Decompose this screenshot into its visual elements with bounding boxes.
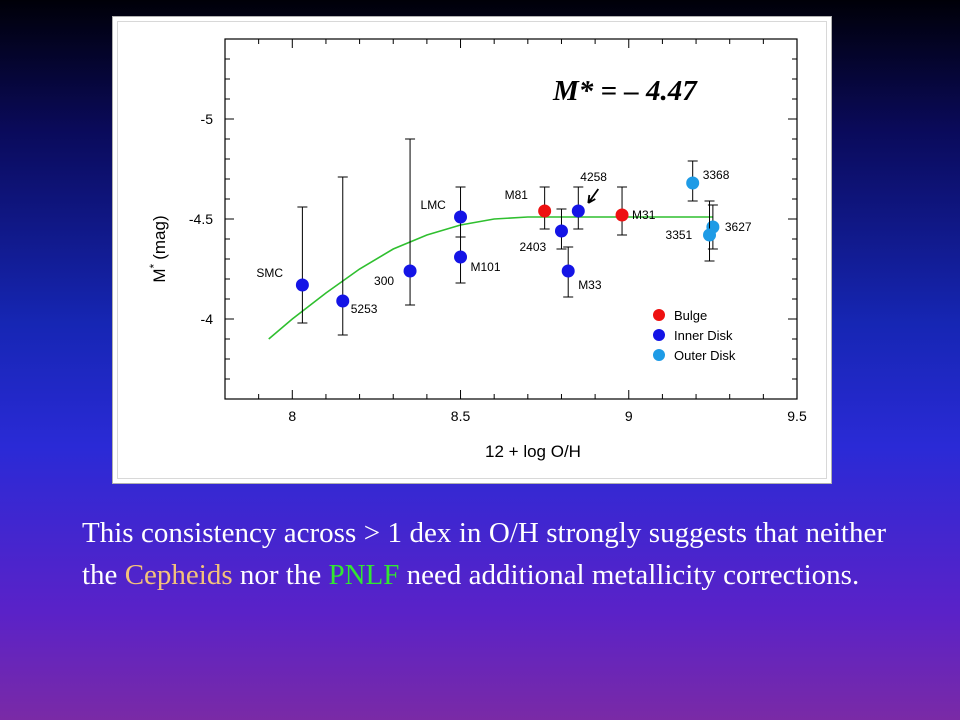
scatter-chart: 8 8.5 9 9.5 -5 -4.5 -4 SMC 5253 300 LMC M101 M81 240… [147, 38, 807, 461]
point-label: LMC [421, 198, 447, 212]
point-label: M31 [632, 208, 656, 222]
point-label: 300 [374, 274, 394, 288]
data-points: SMC 5253 300 LMC M101 M81 2403 M33 4258 M31 3368 36… [256, 138, 752, 336]
point-marker [295, 278, 309, 292]
point-marker [561, 264, 575, 278]
point-marker [336, 294, 350, 308]
x-tick-label: 8 [288, 408, 296, 424]
axis-ticks: 8 8.5 9 9.5 -5 -4.5 -4 [189, 38, 807, 424]
point-label: SMC [256, 266, 283, 280]
y-axis-label: M* (mag) [147, 215, 169, 282]
legend-label: Bulge [674, 308, 707, 323]
data-point-m101: M101 [454, 236, 501, 284]
y-axis-label-main: M [150, 268, 169, 282]
point-label: M101 [471, 260, 501, 274]
caption-part1: This consistency across > 1 dex in O/H s… [82, 517, 886, 591]
point-marker [686, 176, 700, 190]
data-point-3627: 3627 [706, 204, 752, 250]
point-marker [703, 228, 717, 242]
point-label: 3627 [725, 220, 752, 234]
x-axis-label: 12 + log O/H [485, 442, 581, 461]
legend-marker [653, 329, 665, 341]
legend: Bulge Inner Disk Outer Disk [653, 308, 736, 363]
data-point-3351: 3351 [666, 200, 717, 262]
legend-label: Inner Disk [674, 328, 733, 343]
point-label: M33 [578, 278, 602, 292]
x-tick-label: 8.5 [451, 408, 471, 424]
data-point-4258: 4258 [571, 170, 607, 230]
y-axis-label-unit: (mag) [150, 215, 169, 259]
y-tick-label: -5 [201, 111, 214, 127]
data-point-m31: M31 [615, 186, 656, 236]
point-marker [403, 264, 417, 278]
legend-marker [653, 309, 665, 321]
y-tick-label: -4 [201, 311, 214, 327]
point-label: 5253 [351, 302, 378, 316]
point-marker [571, 204, 585, 218]
point-marker [554, 224, 568, 238]
point-marker [615, 208, 629, 222]
y-axis-label-sup: * [147, 263, 161, 268]
caption-pnlf: PNLF [328, 559, 400, 591]
data-point-300: 300 [374, 138, 417, 306]
point-label: M81 [505, 188, 529, 202]
point-label: 3368 [703, 168, 730, 182]
chart-annotation: M* = – 4.47 [552, 75, 698, 107]
point-marker [454, 210, 468, 224]
chart-panel: 8 8.5 9 9.5 -5 -4.5 -4 SMC 5253 300 LMC M101 M81 240… [112, 16, 832, 484]
data-point-2403: 2403 [519, 208, 568, 254]
y-tick-label: -4.5 [189, 211, 213, 227]
point-marker [538, 204, 552, 218]
x-tick-label: 9 [625, 408, 633, 424]
point-label: 3351 [666, 228, 693, 242]
caption-part3: need additional metallicity corrections. [399, 559, 860, 591]
legend-label: Outer Disk [674, 348, 736, 363]
data-point-3368: 3368 [686, 160, 730, 202]
data-point-m33: M33 [561, 246, 602, 298]
data-point-smc: SMC [256, 206, 309, 324]
data-point-m81: M81 [505, 186, 552, 230]
caption-cepheids: Cepheids [124, 559, 233, 591]
plot-area-frame [224, 38, 798, 400]
fit-curve-layer [268, 216, 713, 340]
data-point-lmc: LMC [421, 186, 468, 238]
caption-part2: nor the [232, 559, 329, 591]
point-marker [454, 250, 468, 264]
data-point-5253: 5253 [336, 176, 378, 336]
arrow-4258 [587, 188, 600, 204]
caption-text: This consistency across > 1 dex in O/H s… [82, 512, 886, 596]
point-label: 2403 [519, 240, 546, 254]
point-label: 4258 [580, 170, 607, 184]
x-tick-label: 9.5 [787, 408, 807, 424]
fit-curve-line [268, 216, 713, 340]
legend-marker [653, 349, 665, 361]
